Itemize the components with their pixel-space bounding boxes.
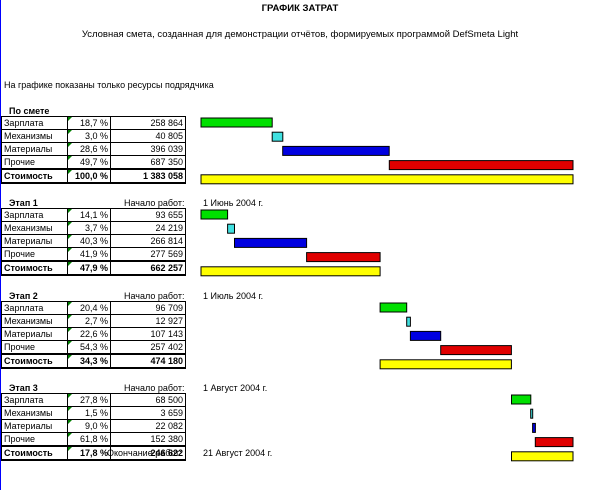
resource-table-stage-2: Зарплата 20,4 % 96 709 Механизмы 2,7 % 1…	[1, 301, 186, 369]
table-row: Зарплата 27,8 % 68 500	[1, 393, 186, 407]
resource-value: 22 082	[110, 419, 186, 433]
resource-name: Стоимость	[1, 445, 68, 461]
gantt-bar-stoimost	[200, 266, 381, 277]
resource-percent: 40,3 %	[67, 234, 111, 248]
table-row: Зарплата 14,1 % 93 655	[1, 208, 186, 222]
gantt-bar-mehanizmy	[406, 316, 411, 327]
gantt-bar-prochie	[306, 252, 381, 263]
gantt-bar-materialy	[234, 237, 308, 248]
gantt-bar-stoimost	[379, 359, 512, 370]
table-row: Механизмы 2,7 % 12 927	[1, 314, 186, 328]
resource-table-total: Зарплата 18,7 % 258 864 Механизмы 3,0 % …	[1, 116, 186, 184]
gantt-bar-zarplata	[379, 302, 408, 313]
gantt-bar-zarplata	[200, 209, 229, 220]
left-edge-line	[0, 0, 1, 490]
start-label: Начало работ:	[124, 383, 185, 393]
page-subtitle: Условная смета, созданная для демонстрац…	[81, 29, 519, 40]
gantt-bar-materialy	[282, 145, 390, 156]
start-date: 1 Август 2004 г.	[203, 383, 268, 393]
resource-percent: 9,0 %	[67, 419, 111, 433]
table-row: Прочие 41,9 % 277 569	[1, 247, 186, 262]
table-row: Материалы 28,6 % 396 039	[1, 142, 186, 156]
resource-percent: 28,6 %	[67, 142, 111, 156]
gantt-bar-mehanizmy	[227, 223, 236, 234]
resource-percent: 34,3 %	[67, 353, 111, 369]
table-row: Зарплата 20,4 % 96 709	[1, 301, 186, 315]
finish-label: Окончание работ:	[107, 448, 182, 458]
page-title: ГРАФИК ЗАТРАТ	[261, 3, 339, 14]
resource-value: 266 814	[110, 234, 186, 248]
resource-percent: 41,9 %	[67, 247, 111, 262]
resource-value: 1 383 058	[110, 168, 186, 184]
resource-value: 474 180	[110, 353, 186, 369]
resource-table-stage-1: Зарплата 14,1 % 93 655 Механизмы 3,7 % 2…	[1, 208, 186, 276]
resource-name: Стоимость	[1, 353, 68, 369]
resource-value: 107 143	[110, 327, 186, 341]
resource-value: 246 622	[110, 445, 186, 461]
gantt-bar-prochie	[440, 345, 512, 356]
resource-value: 396 039	[110, 142, 186, 156]
gantt-bar-mehanizmy	[530, 408, 534, 419]
start-label: Начало работ:	[124, 291, 185, 301]
table-row-total: Стоимость 100,0 % 1 383 058	[1, 168, 186, 184]
section-title-total: По смете	[9, 106, 50, 116]
table-row-total: Стоимость 47,9 % 662 257	[1, 260, 186, 276]
start-date: 1 Июль 2004 г.	[203, 291, 264, 301]
gantt-bar-zarplata	[200, 117, 273, 128]
section-title-stage-1: Этап 1	[9, 198, 38, 208]
resource-percent: 47,9 %	[67, 260, 111, 276]
resource-percent: 100,0 %	[67, 168, 111, 184]
resource-percent: 17,8 %	[67, 445, 111, 461]
table-row: Материалы 40,3 % 266 814	[1, 234, 186, 248]
chart-note: На графике показаны только ресурсы подря…	[4, 80, 214, 90]
gantt-bar-prochie	[534, 437, 574, 448]
table-row: Прочие 61,8 % 152 380	[1, 432, 186, 447]
gantt-bar-mehanizmy	[271, 131, 284, 142]
resource-value: 662 257	[110, 260, 186, 276]
gantt-bar-stoimost	[511, 451, 574, 462]
table-row-total: Стоимость 34,3 % 474 180	[1, 353, 186, 369]
table-row: Зарплата 18,7 % 258 864	[1, 116, 186, 130]
gantt-bar-materialy	[532, 422, 536, 433]
finish-date: 21 Август 2004 г.	[203, 448, 273, 458]
gantt-bar-materialy	[409, 330, 442, 341]
section-title-stage-2: Этап 2	[9, 291, 38, 301]
section-title-stage-3: Этап 3	[9, 383, 38, 393]
start-date: 1 Июнь 2004 г.	[203, 198, 264, 208]
resource-table-stage-3: Зарплата 27,8 % 68 500 Механизмы 1,5 % 3…	[1, 393, 186, 461]
resource-percent: 20,4 %	[67, 301, 111, 315]
gantt-bar-stoimost	[200, 174, 574, 185]
gantt-bar-zarplata	[511, 394, 532, 405]
table-row: Материалы 22,6 % 107 143	[1, 327, 186, 341]
start-label: Начало работ:	[124, 198, 185, 208]
table-row: Материалы 9,0 % 22 082	[1, 419, 186, 433]
table-row-total: Стоимость 17,8 % 246 622	[1, 445, 186, 461]
resource-percent: 22,6 %	[67, 327, 111, 341]
gantt-bar-prochie	[388, 160, 574, 171]
